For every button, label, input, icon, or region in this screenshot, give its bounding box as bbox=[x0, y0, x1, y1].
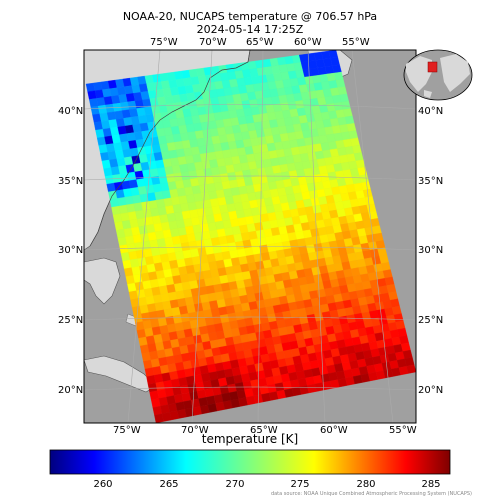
swath-pixel bbox=[350, 137, 360, 147]
colorbar-tick: 280 bbox=[356, 479, 376, 490]
swath-pixel bbox=[366, 203, 377, 213]
swath-pixel bbox=[373, 232, 384, 242]
data-source-credit: data source: NOAA Unique Combined Atmosp… bbox=[270, 491, 472, 497]
lon-tick-bottom: 55°W bbox=[389, 425, 417, 436]
coastline bbox=[89, 49, 251, 247]
locator-region bbox=[427, 61, 438, 73]
swath-pixel bbox=[353, 152, 364, 162]
swath-pixel bbox=[337, 86, 348, 96]
lat-tick-right: 30°N bbox=[418, 245, 444, 256]
swath-pixel bbox=[402, 349, 413, 359]
lon-tick-top: 70°W bbox=[199, 37, 227, 48]
lat-tick-right: 40°N bbox=[418, 106, 444, 117]
map-frame bbox=[83, 49, 417, 424]
swath-pixel bbox=[390, 298, 400, 308]
lon-tick-bottom: 70°W bbox=[181, 425, 209, 436]
lat-tick-left: 40°N bbox=[58, 106, 84, 117]
swath-pixel bbox=[393, 313, 404, 323]
swath-pixel bbox=[344, 115, 355, 125]
land-florida bbox=[84, 257, 121, 305]
swath-pixel bbox=[406, 364, 417, 374]
colorbar-tick: 285 bbox=[421, 479, 441, 490]
lat-tick-right: 20°N bbox=[418, 385, 444, 396]
lat-tick-left: 35°N bbox=[58, 176, 84, 187]
swath-pixel bbox=[341, 101, 351, 110]
swath-pixel bbox=[339, 93, 349, 103]
graticule bbox=[84, 50, 416, 423]
lat-tick-left: 20°N bbox=[58, 385, 84, 396]
lon-tick-bottom: 65°W bbox=[250, 425, 278, 436]
swath-pixel bbox=[384, 276, 395, 286]
swath-pixel bbox=[379, 254, 389, 264]
lat-tick-right: 35°N bbox=[418, 176, 444, 187]
map-timestamp: 2024-05-14 17:25Z bbox=[196, 23, 304, 36]
colorbar-tick: 265 bbox=[159, 479, 179, 490]
locator-globe bbox=[403, 49, 473, 101]
swath-pixel bbox=[391, 305, 402, 316]
swath-pixel bbox=[361, 181, 371, 191]
swath-pixel bbox=[348, 130, 358, 140]
lon-tick-top: 60°W bbox=[294, 37, 322, 48]
colorbar-tick: 260 bbox=[93, 479, 113, 490]
lat-tick-left: 25°N bbox=[58, 315, 84, 326]
lon-tick-top: 55°W bbox=[342, 37, 370, 48]
map-title: NOAA-20, NUCAPS temperature @ 706.57 hPa bbox=[122, 10, 378, 23]
lat-tick-left: 30°N bbox=[58, 245, 84, 256]
lon-tick-bottom: 60°W bbox=[320, 425, 348, 436]
lon-tick-bottom: 75°W bbox=[113, 425, 141, 436]
swath-pixel bbox=[330, 57, 340, 66]
colorbar bbox=[49, 449, 451, 475]
swath-pixel bbox=[355, 159, 366, 169]
swath-pixel bbox=[364, 196, 375, 206]
swath-pixel bbox=[386, 284, 397, 294]
swath-pixel bbox=[335, 79, 346, 88]
swath-pixel bbox=[395, 320, 406, 330]
lon-tick-top: 75°W bbox=[150, 37, 178, 48]
swath-pixel bbox=[381, 262, 391, 272]
swath-pixel bbox=[346, 123, 357, 132]
swath-pixel bbox=[375, 240, 386, 250]
swath-pixel bbox=[333, 71, 344, 81]
colorbar-tick: 275 bbox=[290, 479, 310, 490]
lat-tick-right: 25°N bbox=[418, 315, 444, 326]
swath-pixel bbox=[388, 291, 398, 301]
lon-tick-top: 65°W bbox=[246, 37, 274, 48]
colorbar-label: temperature [K] bbox=[201, 432, 299, 446]
swath-pixel bbox=[370, 218, 380, 228]
colorbar-tick: 270 bbox=[225, 479, 245, 490]
